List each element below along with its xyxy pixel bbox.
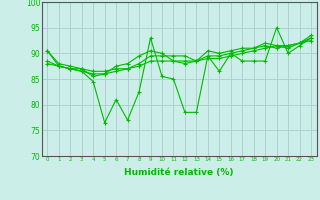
X-axis label: Humidité relative (%): Humidité relative (%) <box>124 168 234 177</box>
